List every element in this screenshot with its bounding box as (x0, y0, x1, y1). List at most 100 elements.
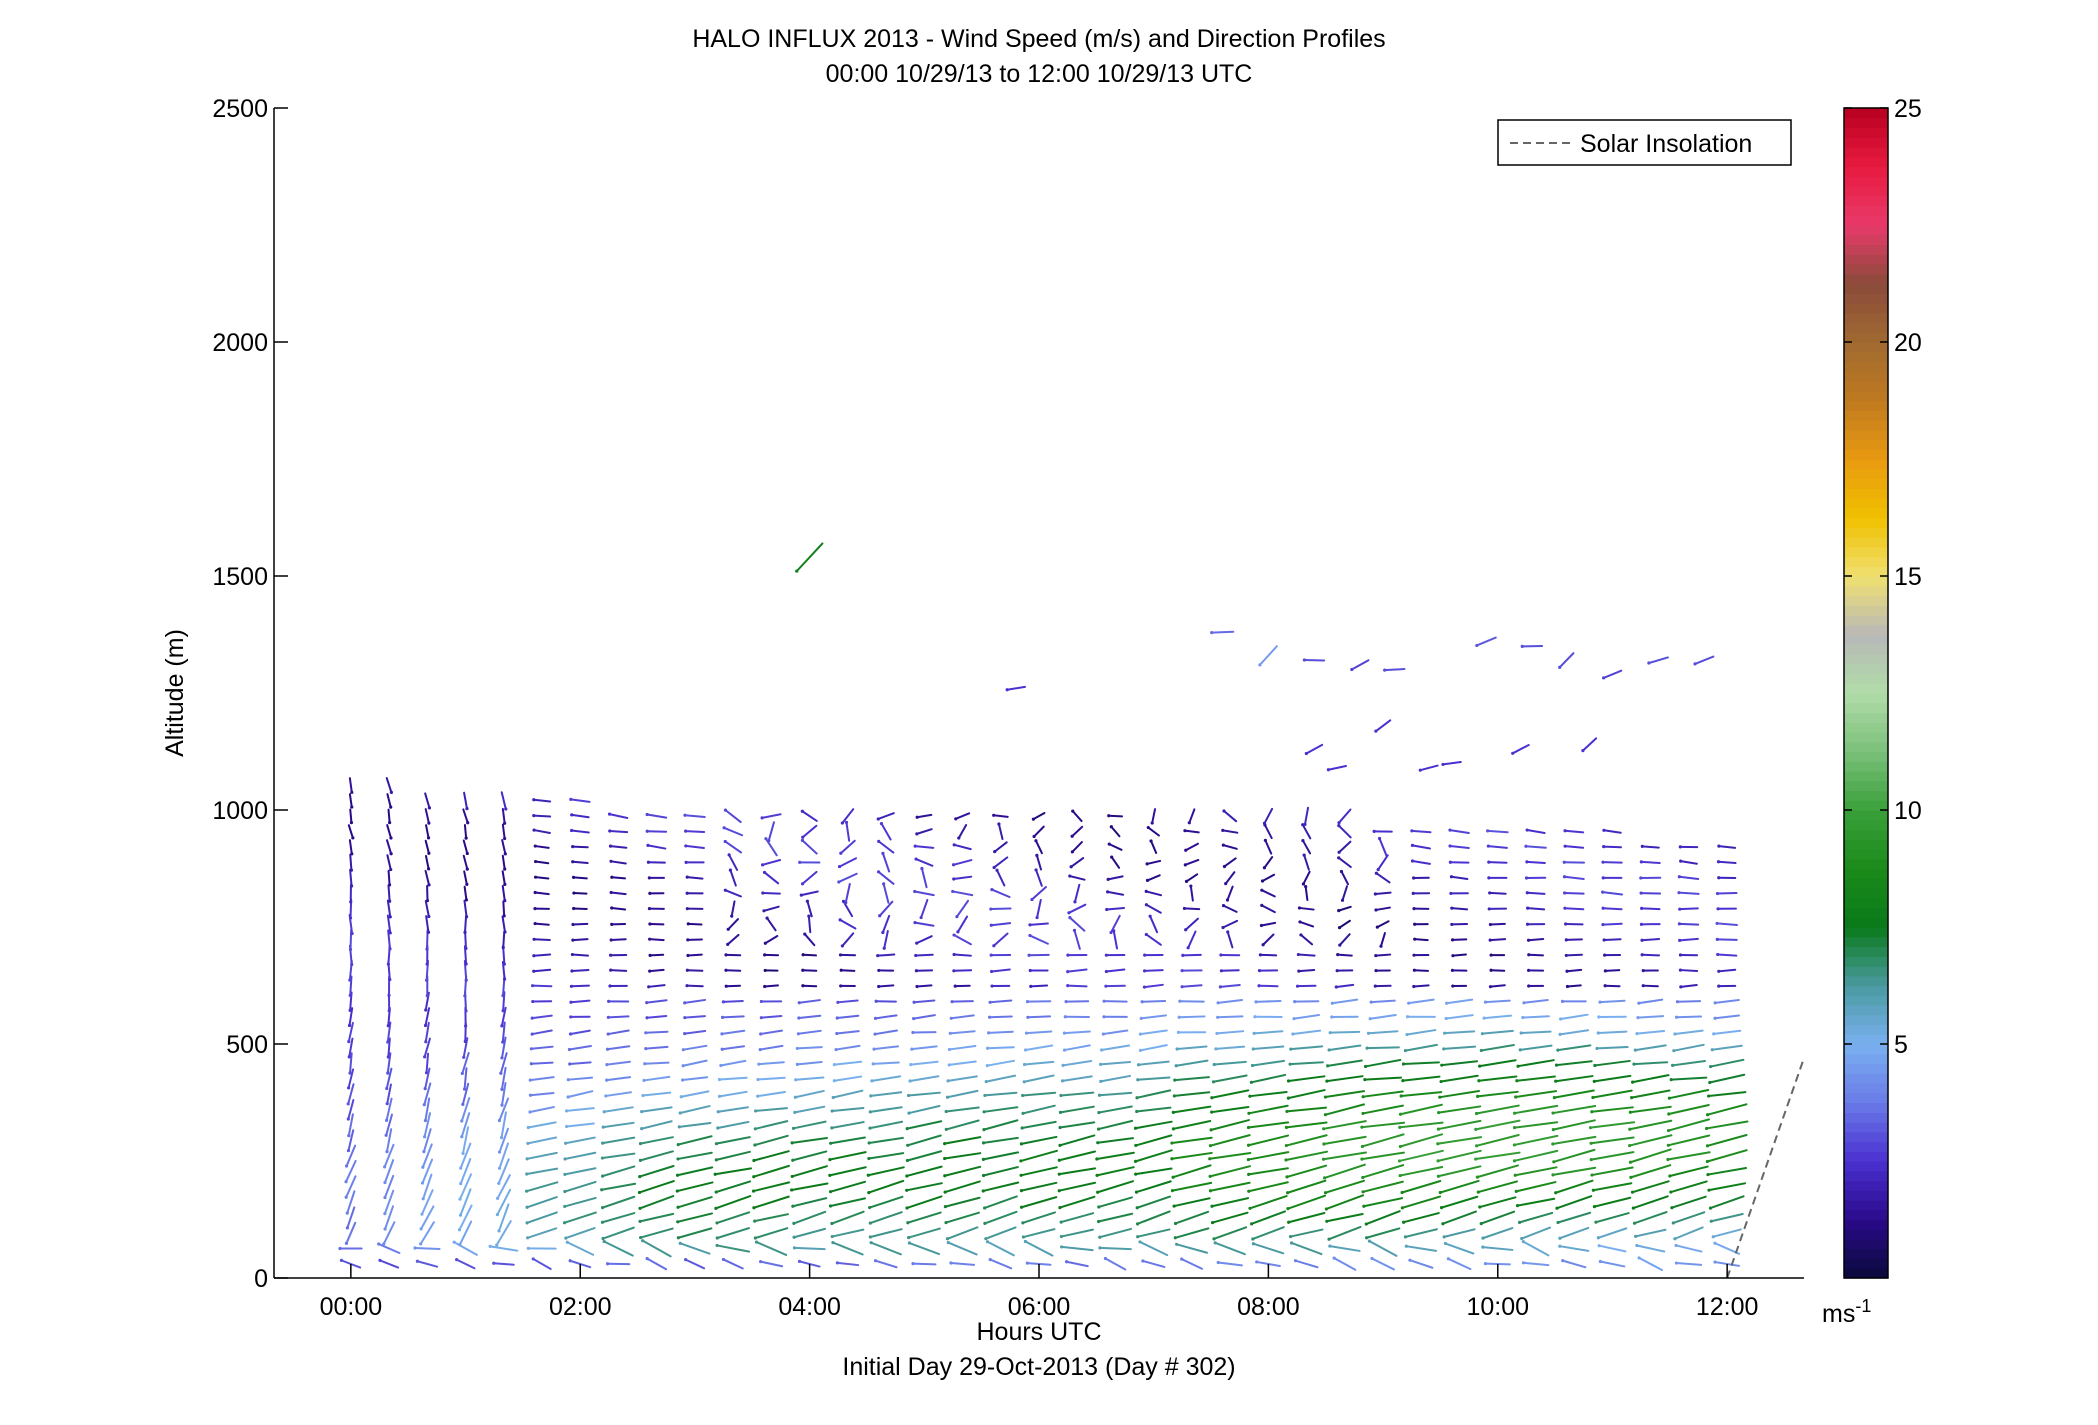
wind-vector (502, 900, 506, 917)
wind-vector-head (500, 1087, 504, 1091)
wind-vector (1514, 1166, 1558, 1177)
colorbar-segment (1844, 1219, 1888, 1230)
wind-vector-head (919, 915, 923, 920)
wind-vector (1260, 889, 1276, 898)
wind-vector (532, 798, 552, 803)
wind-vector-head (678, 1111, 682, 1115)
wind-vector-head (1441, 1222, 1445, 1226)
wind-vector-head (492, 1261, 496, 1265)
wind-vector (1137, 1060, 1170, 1066)
wind-vector (460, 1112, 471, 1138)
wind-vector-head (945, 1237, 950, 1241)
wind-vector (601, 1195, 636, 1209)
wind-vector (845, 821, 851, 842)
wind-vector-head (715, 1243, 719, 1248)
y-tick-label: 1500 (212, 563, 268, 591)
wind-vector-head (1558, 1032, 1562, 1036)
wind-vector (984, 1226, 1017, 1240)
wind-vector-head (1673, 1032, 1677, 1036)
wind-vector (1440, 1074, 1479, 1083)
wind-vector-head (726, 927, 730, 931)
wind-vector (803, 933, 816, 947)
wind-vector-head (503, 930, 507, 934)
wind-vector-head (464, 946, 468, 950)
colorbar-segment (1844, 137, 1888, 148)
wind-vector (1301, 823, 1312, 840)
wind-vector-head (949, 1261, 953, 1265)
wind-vector-head (1715, 891, 1720, 896)
wind-vector-head (384, 1118, 389, 1122)
wind-vector-head (524, 1189, 529, 1193)
wind-vector (947, 1241, 978, 1256)
wind-vector-head (1027, 953, 1031, 957)
wind-vector-head (683, 1001, 687, 1005)
wind-vector (1178, 1015, 1206, 1019)
wind-vector-head (564, 1236, 568, 1240)
wind-vector (1364, 1058, 1402, 1068)
wind-vector-head (564, 1109, 569, 1113)
wind-vector (1110, 914, 1121, 934)
wind-vector (1374, 953, 1392, 957)
wind-vector (844, 882, 851, 904)
wind-vector (1327, 764, 1347, 771)
colorbar-frame (1843, 107, 1889, 1279)
wind-vector-head (383, 1165, 387, 1169)
wind-vector (1337, 856, 1352, 869)
wind-vector (1515, 1181, 1557, 1193)
wind-vector-head (952, 843, 956, 847)
wind-vector (1593, 1196, 1632, 1208)
wind-vector-head (386, 1071, 390, 1075)
wind-vector (797, 1029, 822, 1035)
wind-vector (1209, 1181, 1251, 1192)
wind-vector-head (720, 1032, 724, 1036)
wind-vector (1032, 812, 1046, 821)
wind-vector-head (502, 914, 506, 918)
wind-vector (677, 1196, 713, 1209)
wind-vector (1324, 1090, 1366, 1099)
wind-vector-head (503, 899, 507, 903)
wind-vector-head (601, 1125, 605, 1129)
wind-vector (796, 1046, 823, 1050)
wind-vector-head (684, 1257, 688, 1262)
wind-vector (870, 1075, 902, 1082)
wind-vector (463, 1067, 468, 1091)
wind-vector-head (944, 1220, 948, 1225)
wind-vector (610, 938, 627, 942)
wind-vector (1444, 1242, 1475, 1255)
wind-vector (1451, 953, 1467, 957)
colorbar-segment (1844, 771, 1888, 782)
wind-vector-head (905, 1127, 909, 1131)
wind-vector-head (1561, 1259, 1565, 1263)
wind-vector-head (425, 898, 430, 903)
wind-vector-head (1629, 1175, 1633, 1179)
wind-vector-head (952, 969, 956, 973)
wind-vector (1098, 1227, 1133, 1239)
wind-vector-head (1448, 844, 1452, 848)
wind-vector-head (348, 1071, 352, 1075)
wind-vector (1552, 1148, 1596, 1163)
wind-vector-head (914, 857, 918, 861)
wind-vector-head (685, 875, 689, 879)
wind-vector-head (1488, 891, 1492, 895)
wind-vector-head (1061, 1063, 1065, 1067)
wind-vector (1248, 1090, 1288, 1098)
wind-vector (1520, 1030, 1552, 1035)
wind-vector-head (1512, 1159, 1517, 1163)
wind-vector-head (1628, 1143, 1632, 1148)
wind-vector (1021, 1120, 1057, 1130)
wind-vector-head (1261, 943, 1265, 947)
wind-vector (752, 1181, 791, 1193)
wind-vector (1058, 1195, 1096, 1209)
wind-vector (425, 915, 430, 934)
wind-vector (953, 953, 972, 957)
wind-vector (729, 869, 737, 887)
wind-vector-head (464, 898, 469, 902)
wind-vector-head (828, 1204, 833, 1208)
wind-vector (759, 1044, 784, 1051)
wind-vector (915, 935, 933, 945)
wind-vector-head (1513, 1173, 1517, 1177)
colorbar-segment (1844, 702, 1888, 714)
wind-vector (1602, 669, 1623, 679)
wind-vector-head (1670, 1206, 1674, 1210)
wind-vector (1398, 1149, 1444, 1162)
